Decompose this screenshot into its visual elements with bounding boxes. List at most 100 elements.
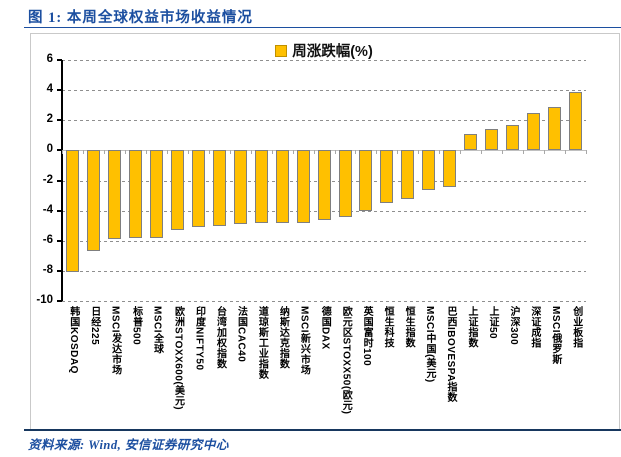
- x-axis-label-text: 上证指数: [465, 306, 477, 349]
- x-axis-label-text: 欧洲STOXX600(美元): [172, 306, 184, 411]
- y-axis-label: -8: [42, 264, 53, 276]
- bar: [296, 150, 310, 223]
- figure-title: 图 1: 本周全球权益市场收益情况: [28, 10, 253, 26]
- source-note: 资料来源: Wind, 安信证券研究中心: [28, 438, 229, 452]
- y-axis-tick: [57, 59, 62, 61]
- x-axis-label: MSCI新兴市场: [293, 306, 314, 432]
- bar: [317, 150, 331, 220]
- x-axis-label-text: 巴西IBOVESPA指数: [445, 306, 457, 404]
- x-axis-tick: [83, 150, 84, 155]
- x-axis-label: MSCI发达市场: [104, 306, 125, 432]
- bar: [548, 106, 562, 151]
- x-axis-tick: [439, 150, 441, 155]
- bar: [359, 150, 373, 211]
- x-axis-label: 创业板指: [565, 306, 586, 432]
- chart-panel: 周涨跌幅(%) 6 4 2 0 -2 -4 -6 -8 -10 韩国KOSDAQ 日经225 MSCI…: [30, 33, 620, 430]
- x-axis-tick: [229, 150, 231, 155]
- x-axis-label: 台湾加权指数: [209, 306, 230, 432]
- legend-label: 周涨跌幅(%): [292, 44, 373, 60]
- bottom-rule: [24, 429, 621, 431]
- x-axis-label-text: MSCI俄罗斯: [549, 306, 561, 365]
- x-axis-label-text: 日经225: [88, 306, 100, 346]
- x-axis-label: MSCI俄罗斯: [544, 306, 565, 432]
- y-axis-tick: [57, 179, 62, 182]
- x-axis-label-text: 恒生科技: [382, 306, 394, 349]
- x-axis-label-text: MSCI中国(美元): [424, 306, 436, 383]
- x-axis-label-text: 英国富时100: [361, 306, 373, 367]
- x-axis-tick: [544, 150, 546, 155]
- x-axis-label: 印度NIFTY50: [188, 306, 209, 432]
- x-axis-tick: [397, 150, 399, 155]
- x-axis-label-text: 印度NIFTY50: [193, 306, 205, 371]
- x-axis-tick: [502, 150, 504, 155]
- y-axis-tick: [57, 239, 62, 242]
- x-axis-label: 英国富时100: [355, 306, 376, 432]
- bar: [149, 150, 163, 238]
- x-axis-label-text: MSCI全球: [151, 306, 163, 355]
- x-axis-label-text: 纳斯达克指数: [277, 306, 289, 370]
- x-axis-label-text: 创业板指: [570, 306, 582, 349]
- x-axis-label: MSCI中国(美元): [418, 306, 439, 432]
- bar: [464, 133, 478, 151]
- x-axis-tick: [460, 150, 462, 155]
- x-axis-tick: [250, 150, 252, 155]
- y-axis-label: -4: [42, 203, 53, 216]
- x-axis-tick: [481, 150, 483, 155]
- x-axis-label-text: 德国DAX: [319, 306, 331, 350]
- x-axis-tick: [187, 150, 189, 155]
- gridline: [62, 90, 586, 92]
- y-axis-label: -10: [36, 294, 53, 307]
- bar: [191, 150, 205, 228]
- x-axis-label: 韩国KOSDAQ: [62, 306, 83, 432]
- x-axis-label-text: 韩国KOSDAQ: [67, 306, 79, 374]
- y-axis-label: 4: [46, 83, 53, 96]
- x-axis-label: 上证指数: [460, 306, 481, 432]
- legend-swatch-icon: [275, 44, 288, 57]
- gridline: [62, 120, 586, 122]
- y-axis-tick: [57, 270, 62, 272]
- bar: [212, 150, 226, 226]
- x-axis-label-text: 法国CAC40: [235, 306, 247, 363]
- x-axis-tick: [166, 150, 168, 155]
- x-axis-label-text: 恒生指数: [403, 306, 415, 349]
- y-axis-label: 0: [46, 143, 53, 156]
- x-axis-label-text: MSCI新兴市场: [298, 306, 310, 376]
- bar: [170, 150, 184, 231]
- x-axis-label-text: 深证成指: [528, 306, 540, 349]
- x-axis-tick: [208, 150, 210, 155]
- x-axis-label: MSCI全球: [146, 306, 167, 432]
- bar: [254, 150, 268, 223]
- x-axis-label: 欧洲STOXX600(美元): [167, 306, 188, 432]
- bar: [338, 150, 352, 217]
- x-axis-tick: [376, 150, 378, 155]
- y-axis-tick: [57, 149, 62, 152]
- x-axis-tick: [523, 150, 525, 155]
- y-axis-tick: [57, 300, 62, 303]
- bar: [443, 150, 457, 187]
- x-axis-label: 标普500: [125, 306, 146, 432]
- bar: [380, 150, 394, 204]
- chart-legend: 周涨跌幅(%): [62, 40, 586, 61]
- x-axis-tick: [313, 150, 315, 155]
- bar: [86, 150, 100, 252]
- x-axis-tick: [145, 150, 147, 155]
- bar: [527, 112, 541, 151]
- bar: [422, 150, 436, 190]
- x-axis-label-text: 台湾加权指数: [214, 306, 226, 370]
- x-axis-label: 深证成指: [523, 306, 544, 432]
- x-axis-label: 日经225: [83, 306, 104, 432]
- bar: [233, 150, 247, 225]
- x-axis-label: 恒生科技: [376, 306, 397, 432]
- gridline: [62, 271, 586, 272]
- x-axis-label: 道琼斯工业指数: [251, 306, 272, 432]
- x-axis-label: 沪深300: [502, 306, 523, 432]
- y-axis-label: 2: [46, 113, 53, 126]
- y-axis-line: [61, 60, 63, 302]
- x-axis-tick: [62, 150, 63, 155]
- bar: [569, 91, 582, 151]
- x-axis-label-text: 标普500: [130, 306, 142, 346]
- y-axis-label: -2: [42, 173, 53, 186]
- gridline: [62, 60, 586, 61]
- y-axis-label: -6: [42, 233, 53, 246]
- y-axis-tick: [57, 89, 62, 92]
